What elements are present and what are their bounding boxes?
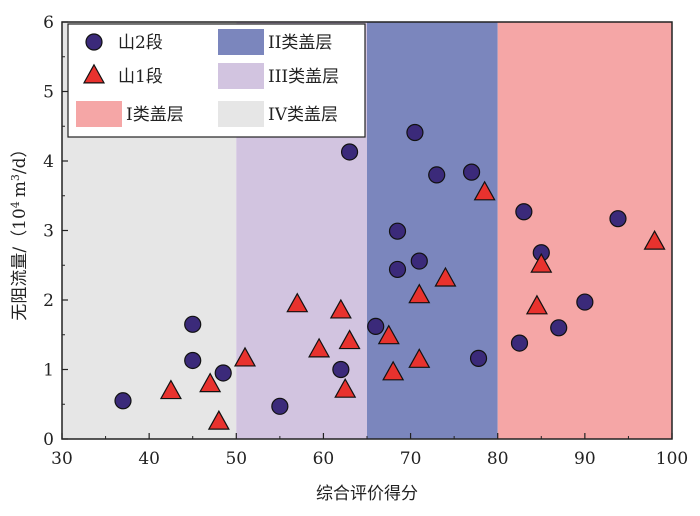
band-4 bbox=[497, 22, 672, 439]
triangle-point bbox=[308, 337, 331, 358]
y-axis-title-unit: m bbox=[10, 181, 30, 197]
legend-label: I类盖层 bbox=[126, 105, 184, 125]
triangle-point bbox=[382, 360, 405, 381]
circle-point bbox=[388, 222, 407, 240]
circle-point bbox=[609, 210, 627, 228]
legend-label: II类盖层 bbox=[268, 33, 332, 53]
y-axis-title-base: 10 bbox=[10, 208, 30, 230]
legend-swatch bbox=[218, 63, 264, 89]
circle-point bbox=[576, 293, 594, 311]
y-tick-label: 0 bbox=[43, 430, 54, 450]
x-tick-label: 70 bbox=[400, 449, 422, 469]
triangle-point bbox=[199, 372, 222, 393]
y-axis-title-suffix: /d） bbox=[10, 140, 30, 174]
circle-point bbox=[340, 143, 359, 161]
circle-point bbox=[184, 315, 202, 333]
circle-point bbox=[388, 260, 407, 279]
circle-point bbox=[214, 364, 232, 382]
legend-swatch bbox=[218, 101, 264, 127]
triangle-point bbox=[329, 298, 352, 319]
triangle-point bbox=[530, 252, 553, 273]
x-tick-label: 40 bbox=[138, 449, 160, 469]
triangle-point bbox=[434, 266, 457, 287]
triangle-point bbox=[159, 379, 182, 400]
x-tick-label: 80 bbox=[487, 449, 509, 469]
circle-point bbox=[462, 163, 481, 181]
data-points bbox=[114, 123, 666, 430]
y-axis-title-sup1: 4 bbox=[9, 201, 22, 208]
legend-label: 山2段 bbox=[118, 33, 163, 53]
legend-label: 山1段 bbox=[118, 67, 163, 87]
x-tick-label: 100 bbox=[656, 449, 688, 469]
circle-point bbox=[550, 319, 568, 337]
triangle-point bbox=[334, 377, 357, 398]
circle-point bbox=[184, 351, 202, 370]
circle-point bbox=[332, 360, 350, 379]
triangle-point bbox=[643, 229, 666, 250]
x-axis-title: 综合评价得分 bbox=[316, 484, 418, 504]
circle-point bbox=[114, 392, 132, 410]
y-tick-label: 3 bbox=[43, 222, 54, 242]
x-tick-label: 90 bbox=[574, 449, 596, 469]
circle-point bbox=[469, 349, 488, 367]
y-tick-label: 1 bbox=[43, 361, 54, 381]
axis-tick-labels: 30 40 50 60 70 80 90 100 0 1 2 3 4 5 6 bbox=[43, 13, 688, 469]
triangle-point bbox=[408, 283, 431, 304]
legend-label: IV类盖层 bbox=[268, 105, 338, 125]
circle-point bbox=[428, 166, 446, 184]
triangle-point bbox=[408, 348, 431, 368]
legend-triangle-icon bbox=[82, 63, 106, 84]
triangle-point bbox=[338, 329, 361, 350]
triangle-point bbox=[473, 180, 496, 201]
series-circles bbox=[114, 123, 627, 415]
circle-point bbox=[410, 252, 428, 270]
triangle-point bbox=[286, 292, 309, 313]
y-axis-title-prefix: 无阻流量/（ bbox=[10, 230, 30, 321]
triangle-point bbox=[233, 346, 257, 367]
legend-circle-icon bbox=[85, 33, 103, 51]
series-triangles bbox=[159, 180, 666, 430]
circle-point bbox=[515, 203, 533, 221]
legend-label: III类盖层 bbox=[268, 67, 339, 87]
x-tick-label: 30 bbox=[51, 449, 73, 469]
x-tick-label: 50 bbox=[225, 449, 247, 469]
circle-point bbox=[367, 317, 385, 336]
circle-point bbox=[510, 334, 529, 352]
x-tick-label: 60 bbox=[313, 449, 335, 469]
circle-point bbox=[406, 123, 424, 142]
y-tick-label: 4 bbox=[43, 152, 54, 172]
legend-swatch bbox=[76, 101, 122, 127]
y-axis-title-sup2: 3 bbox=[9, 174, 22, 181]
triangle-point bbox=[207, 409, 230, 430]
y-tick-label: 2 bbox=[43, 291, 54, 311]
y-tick-label: 5 bbox=[43, 83, 54, 103]
y-axis-title: 无阻流量/（104 m3/d） bbox=[9, 140, 31, 320]
circle-point bbox=[271, 397, 289, 415]
triangle-point bbox=[377, 324, 400, 345]
y-tick-label: 6 bbox=[43, 13, 54, 33]
legend-swatch bbox=[218, 29, 264, 55]
triangle-point bbox=[525, 294, 548, 315]
plot-frame bbox=[61, 21, 673, 440]
